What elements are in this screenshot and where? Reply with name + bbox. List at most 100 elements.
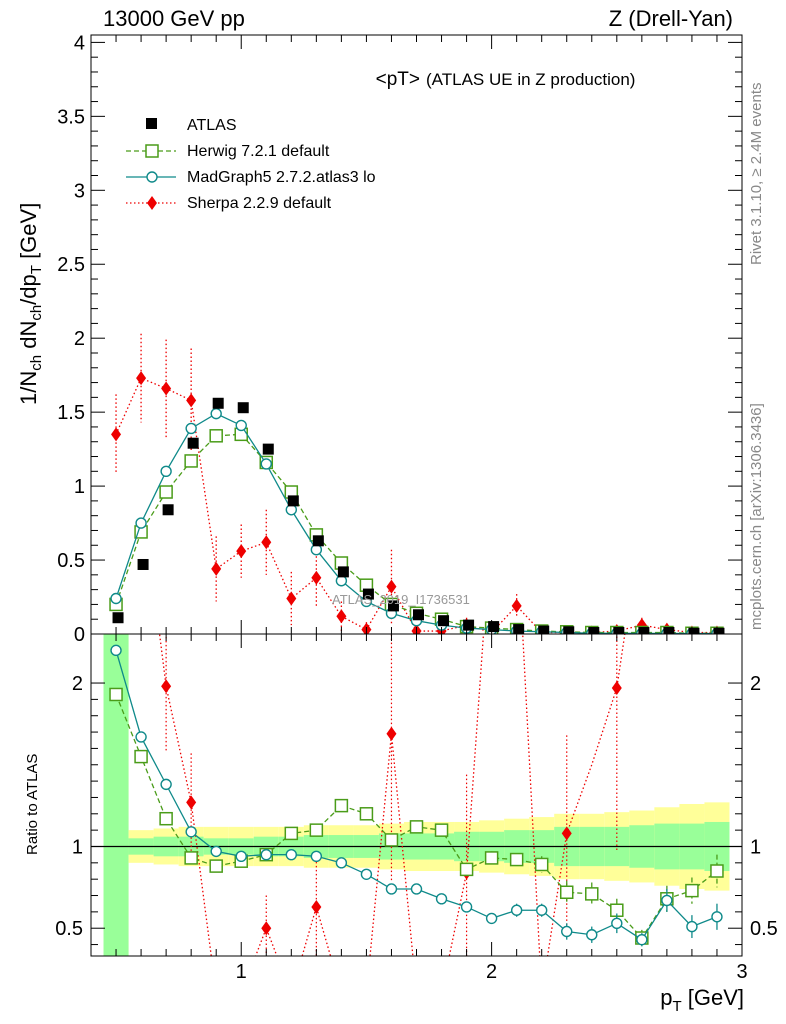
ratio-herwig-point xyxy=(384,833,399,847)
ratio-y-ticks: 0.5 0.5 1 1 2 2 xyxy=(55,673,778,946)
watermark: ATLAS_2019_I1736531 xyxy=(332,592,470,607)
ratio-madgraph-point xyxy=(160,778,172,791)
main-atlas-point xyxy=(187,437,199,449)
ratio-madgraph-line xyxy=(115,650,718,941)
main-atlas-point xyxy=(262,443,274,455)
ratio-xtick-label: 1 xyxy=(236,961,247,983)
main-atlas-point xyxy=(287,495,299,507)
ratio-madgraph-point xyxy=(460,901,473,913)
legend-entry-sherpa: Sherpa 2.2.9 default xyxy=(126,195,332,212)
main-ytick-label: 3 xyxy=(74,180,85,202)
ratio-herwig-point xyxy=(710,864,724,878)
side-text-top: Rivet 3.1.10, ≥ 2.4M events xyxy=(748,83,765,266)
main-sherpa-point xyxy=(336,609,347,624)
main-atlas-point xyxy=(713,627,725,634)
legend-entry-atlas: ATLAS xyxy=(146,117,237,134)
main-atlas-point xyxy=(638,627,650,634)
main-madgraph-point xyxy=(260,458,272,470)
legend-marker-atlas xyxy=(146,118,157,129)
main-madgraph-point xyxy=(185,422,197,435)
ratio-madgraph-point xyxy=(485,912,498,925)
main-ytick-label: 3.5 xyxy=(57,106,85,128)
main-sherpa-point xyxy=(186,393,197,408)
main-herwig-point xyxy=(209,429,223,443)
main-atlas-point xyxy=(688,627,700,634)
ratio-herwig-point xyxy=(159,811,173,826)
ratio-ytick-label: 1 xyxy=(72,836,83,858)
ratio-sherpa-point xyxy=(561,826,572,841)
main-ytick-label: 1.5 xyxy=(57,402,85,424)
ratio-madgraph-point xyxy=(711,911,723,923)
legend-label-atlas: ATLAS xyxy=(187,117,237,134)
ratio-herwig-point xyxy=(484,851,499,865)
ratio-herwig-point xyxy=(559,885,574,900)
ratio-y-axis-label: Ratio to ATLAS xyxy=(24,754,41,855)
ratio-sherpa-line xyxy=(158,634,626,956)
main-atlas-point xyxy=(212,397,224,409)
legend-marker-sherpa xyxy=(147,196,157,210)
ratio-herwig-point xyxy=(309,823,324,837)
ratio-madgraph-point xyxy=(410,883,423,895)
ratio-madgraph-point xyxy=(636,933,648,946)
ratio-herwig-point xyxy=(685,883,699,898)
main-y-ticks: 0 0.5 1 1.5 2 2.5 3 3.5 4 xyxy=(57,32,742,646)
main-atlas-point xyxy=(237,402,249,414)
ratio-ytick-label-right: 2 xyxy=(750,673,761,695)
ratio-sherpa-point xyxy=(261,921,272,936)
ratio-madgraph-point xyxy=(385,883,398,895)
main-sherpa-point xyxy=(286,591,297,606)
x-axis-label: pT [GeV] xyxy=(660,985,744,1015)
main-atlas-point xyxy=(112,612,124,624)
plot-title-sub: (ATLAS UE in Z production) xyxy=(426,70,635,89)
uncertainty-band-inner xyxy=(103,634,129,956)
ratio-madgraph-point xyxy=(661,894,673,907)
ratio-madgraph-point xyxy=(235,850,247,862)
main-ytick-label: 1 xyxy=(74,476,85,498)
legend-label-herwig: Herwig 7.2.1 default xyxy=(187,143,330,160)
main-herwig-point xyxy=(184,454,198,468)
ratio-herwig-point xyxy=(585,887,599,901)
ratio-herwig-point xyxy=(459,862,474,877)
ratio-ytick-label-right: 1 xyxy=(750,836,761,858)
ratio-madgraph-point xyxy=(535,904,548,916)
main-madgraph-point xyxy=(135,517,147,529)
ratio-herwig-point xyxy=(334,798,349,813)
main-atlas-point xyxy=(463,619,475,631)
ratio-madgraph-point xyxy=(110,644,122,657)
main-atlas-point xyxy=(563,626,575,634)
ratio-herwig-point xyxy=(359,807,374,821)
header-right: Z (Drell-Yan) xyxy=(609,6,733,31)
main-atlas-point xyxy=(162,504,174,516)
ratio-ytick-label: 0.5 xyxy=(55,918,83,940)
ratio-herwig-point xyxy=(134,749,148,764)
ratio-madgraph-point xyxy=(335,857,348,869)
ratio-madgraph-point xyxy=(260,848,272,861)
main-x-ticks xyxy=(115,35,718,634)
main-atlas-point xyxy=(362,588,374,600)
main-atlas-point xyxy=(337,566,349,578)
main-herwig-point xyxy=(159,485,173,499)
ratio-madgraph-point xyxy=(310,850,323,862)
ratio-xtick-label: 3 xyxy=(736,961,747,983)
ratio-madgraph-point xyxy=(586,929,598,941)
ratio-madgraph-point xyxy=(135,731,147,743)
ratio-madgraph-point xyxy=(561,925,573,938)
main-atlas-point xyxy=(137,558,149,570)
ratio-madgraph-point xyxy=(285,848,298,861)
plot-title-main: <pT> xyxy=(376,69,420,90)
main-sherpa-point xyxy=(136,371,147,386)
main-ytick-label: 0 xyxy=(74,624,85,646)
ratio-herwig-point xyxy=(534,857,549,872)
main-sherpa-point xyxy=(261,535,272,550)
side-text-bottom: mcplots.cern.ch [arXiv:1306.3436] xyxy=(748,403,765,630)
ratio-herwig-point xyxy=(109,687,123,702)
ratio-sherpa-point xyxy=(186,795,197,810)
main-y-axis-label: 1/Nch dNch/dpT [GeV] xyxy=(16,203,45,405)
ratio-madgraph-point xyxy=(510,904,523,916)
legend-marker-madgraph xyxy=(146,171,158,183)
ratio-herwig-point xyxy=(434,823,449,837)
ratio-herwig-point xyxy=(409,820,424,834)
legend-label-madgraph: MadGraph5 2.7.2.atlas3 lo xyxy=(187,169,376,186)
ratio-herwig-point xyxy=(509,852,524,867)
main-ytick-label: 2.5 xyxy=(57,254,85,276)
